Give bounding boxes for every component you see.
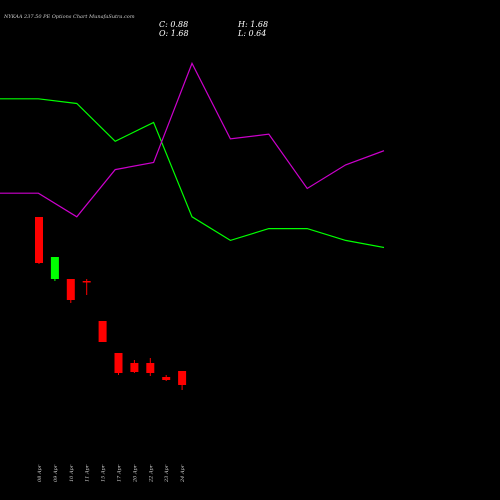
candle-body bbox=[114, 353, 123, 373]
x-tick-label: 20 Apr bbox=[132, 464, 138, 483]
candle-body bbox=[130, 363, 139, 372]
low-readout: L: 0.64 bbox=[238, 29, 267, 38]
close-readout: C: 0.88 bbox=[159, 20, 189, 29]
candle-body bbox=[66, 279, 75, 300]
candle-body bbox=[98, 321, 107, 342]
x-tick-label: 08 Apr bbox=[37, 464, 43, 482]
candle-body bbox=[146, 363, 155, 373]
series-line-0 bbox=[0, 98, 385, 249]
high-readout: H: 1.68 bbox=[238, 20, 269, 29]
x-tick-label: 17 Apr bbox=[117, 464, 123, 482]
x-tick-label: 09 Apr bbox=[53, 464, 59, 482]
x-tick-label: 15 Apr bbox=[101, 464, 107, 482]
x-tick-label: 24 Apr bbox=[180, 464, 186, 483]
x-tick-label: 10 Apr bbox=[69, 464, 75, 482]
candle-body bbox=[178, 371, 187, 385]
candle-body bbox=[50, 257, 59, 279]
open-readout: O: 1.68 bbox=[159, 29, 189, 38]
x-tick-label: 11 Apr bbox=[85, 464, 91, 482]
series-line-1 bbox=[0, 61, 385, 218]
candle-body bbox=[82, 281, 91, 283]
x-tick-label: 23 Apr bbox=[164, 464, 170, 483]
candle-body bbox=[35, 217, 43, 263]
x-tick-label: 22 Apr bbox=[148, 464, 154, 483]
candle-body bbox=[162, 377, 171, 380]
chart-title: NYKAA 237.50 PE Options Chart MunafaSutr… bbox=[4, 14, 135, 20]
